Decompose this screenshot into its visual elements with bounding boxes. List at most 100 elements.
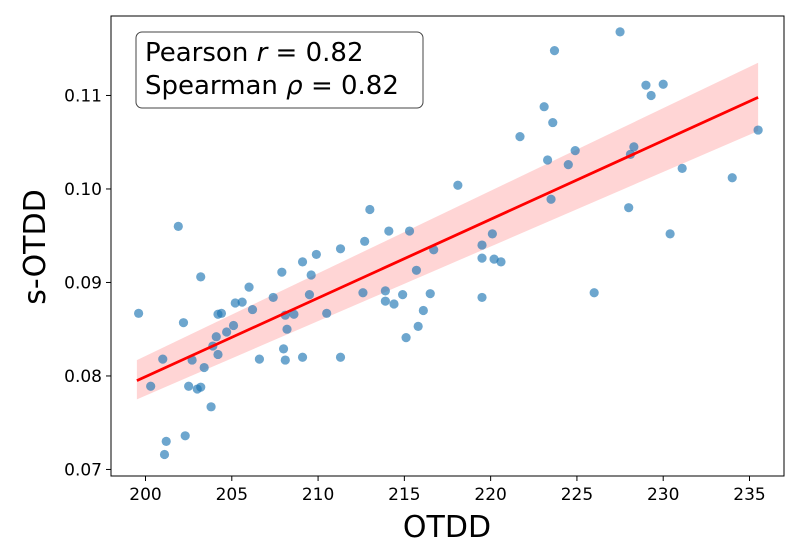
data-point bbox=[411, 265, 422, 275]
data-point bbox=[753, 125, 763, 135]
y-tick-label: 0.08 bbox=[64, 367, 102, 387]
x-tick-label: 210 bbox=[302, 485, 334, 505]
pearson-symbol: r bbox=[257, 38, 270, 68]
data-point bbox=[158, 354, 168, 364]
data-point bbox=[228, 320, 239, 331]
x-tick-label: 200 bbox=[129, 485, 161, 505]
data-point bbox=[539, 102, 549, 112]
data-point bbox=[360, 236, 370, 246]
data-point bbox=[489, 254, 499, 264]
data-point bbox=[358, 288, 368, 298]
data-point bbox=[184, 381, 194, 391]
data-point bbox=[546, 194, 556, 204]
plot-frame bbox=[110, 15, 785, 477]
data-point bbox=[425, 289, 435, 299]
data-point bbox=[727, 173, 737, 183]
data-point bbox=[161, 436, 171, 447]
data-point bbox=[211, 332, 221, 342]
data-point bbox=[624, 203, 634, 213]
data-point bbox=[335, 244, 346, 254]
data-point bbox=[477, 240, 487, 250]
data-point bbox=[398, 290, 408, 300]
data-point bbox=[178, 318, 189, 328]
data-point bbox=[322, 308, 332, 318]
x-tick-label: 225 bbox=[561, 485, 593, 505]
data-point bbox=[196, 272, 206, 282]
data-point bbox=[384, 226, 394, 236]
data-point bbox=[199, 362, 209, 373]
x-axis-ticks: 200 205 210 215 220 225 230 235 bbox=[129, 476, 766, 505]
data-point bbox=[401, 333, 411, 343]
data-point bbox=[641, 80, 651, 90]
data-point bbox=[615, 27, 625, 37]
data-point bbox=[289, 309, 299, 319]
data-point bbox=[413, 321, 423, 332]
data-point bbox=[477, 292, 487, 303]
data-point bbox=[244, 282, 254, 292]
data-point bbox=[677, 163, 687, 173]
data-point bbox=[180, 431, 190, 441]
data-point bbox=[247, 304, 258, 315]
x-axis-label: OTDD bbox=[403, 510, 491, 545]
data-point bbox=[306, 270, 316, 280]
stats-annotation-box: Pearson r = 0.82 Spearman ρ = 0.82 bbox=[135, 31, 424, 109]
data-point bbox=[542, 155, 553, 165]
data-point bbox=[280, 355, 290, 365]
data-point bbox=[380, 286, 390, 296]
spearman-annotation: Spearman ρ = 0.82 bbox=[145, 71, 399, 101]
data-point bbox=[515, 132, 525, 142]
data-point bbox=[134, 308, 144, 318]
y-tick-label: 0.11 bbox=[64, 86, 102, 106]
data-point bbox=[549, 45, 560, 56]
data-point bbox=[404, 226, 415, 236]
x-tick-label: 205 bbox=[216, 485, 248, 505]
regression-line-layer bbox=[136, 96, 759, 382]
data-point bbox=[282, 324, 292, 334]
data-point bbox=[297, 352, 308, 362]
data-point bbox=[487, 229, 497, 239]
pearson-prefix: Pearson bbox=[145, 38, 257, 68]
y-tick-label: 0.10 bbox=[64, 180, 102, 200]
spearman-value: = 0.82 bbox=[303, 71, 399, 101]
x-tick-label: 235 bbox=[733, 485, 765, 505]
y-axis-label: s-OTDD bbox=[18, 189, 53, 304]
data-point bbox=[563, 160, 573, 170]
regression-line bbox=[136, 96, 759, 382]
data-point bbox=[477, 253, 487, 263]
data-point bbox=[237, 297, 247, 307]
data-point bbox=[548, 117, 558, 128]
data-point bbox=[658, 79, 668, 89]
spearman-prefix: Spearman bbox=[145, 71, 286, 101]
data-point bbox=[304, 290, 315, 300]
x-tick-label: 215 bbox=[388, 485, 420, 505]
pearson-annotation: Pearson r = 0.82 bbox=[145, 38, 364, 68]
data-point bbox=[216, 308, 227, 318]
x-tick-label: 220 bbox=[474, 485, 506, 505]
data-point bbox=[453, 180, 463, 190]
data-point bbox=[254, 354, 265, 364]
y-tick-label: 0.09 bbox=[64, 273, 102, 293]
data-point bbox=[173, 221, 183, 231]
data-point bbox=[222, 327, 232, 337]
data-point bbox=[206, 402, 216, 412]
data-point bbox=[389, 299, 399, 309]
data-point bbox=[196, 382, 206, 392]
data-point bbox=[629, 142, 639, 152]
data-point bbox=[646, 90, 656, 101]
data-point bbox=[159, 449, 170, 460]
data-point bbox=[278, 344, 289, 354]
data-point bbox=[146, 381, 156, 391]
data-point bbox=[589, 288, 599, 298]
y-tick-label: 0.07 bbox=[64, 460, 102, 480]
data-point bbox=[665, 229, 675, 239]
pearson-value: = 0.82 bbox=[267, 38, 363, 68]
data-point bbox=[311, 249, 321, 260]
data-point bbox=[213, 349, 223, 360]
scatter-points-layer bbox=[134, 27, 763, 460]
data-point bbox=[418, 305, 428, 316]
data-point bbox=[297, 257, 308, 267]
data-point bbox=[496, 257, 506, 267]
annotation-frame bbox=[135, 31, 424, 109]
data-point bbox=[380, 296, 390, 306]
